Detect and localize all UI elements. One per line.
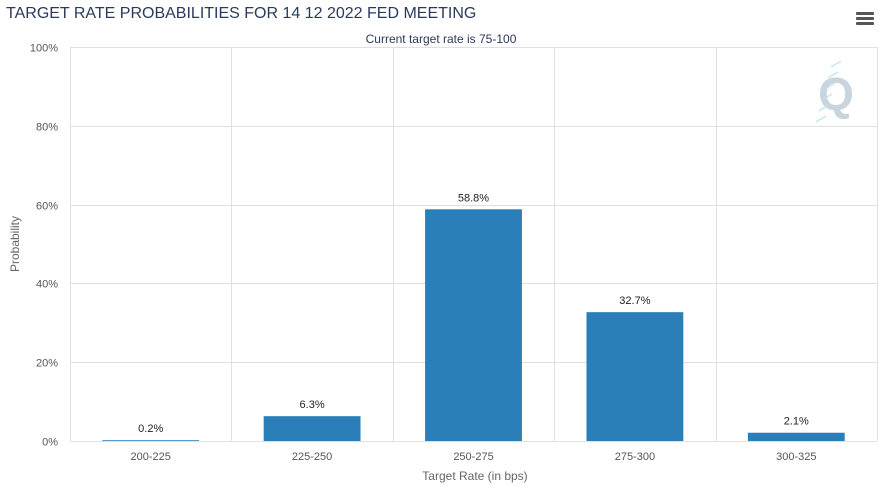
q-logo-icon: Q	[815, 60, 854, 123]
y-tick-label: 40%	[36, 279, 58, 291]
data-label: 2.1%	[784, 416, 809, 428]
y-axis-title: Probability	[8, 216, 22, 272]
bars	[102, 209, 845, 441]
q-logo-stripe	[818, 104, 830, 112]
q-logo-stripe	[824, 82, 836, 90]
x-tick-label: 200-225	[131, 451, 171, 463]
chart-title: TARGET RATE PROBABILITIES FOR 14 12 2022…	[6, 5, 477, 22]
x-axis-title: Target Rate (in bps)	[422, 469, 527, 483]
x-tick-label: 250-275	[453, 451, 493, 463]
x-tick-label: 300-325	[776, 451, 816, 463]
q-logo-stripe	[815, 115, 827, 123]
y-tick-label: 20%	[36, 358, 58, 370]
data-label: 32.7%	[619, 295, 650, 307]
hamburger-menu-icon[interactable]	[856, 12, 874, 26]
bar[interactable]	[586, 312, 684, 441]
data-label: 58.8%	[458, 192, 489, 204]
q-logo-letter: Q	[818, 68, 854, 120]
y-tick-label: 80%	[36, 122, 58, 134]
q-logo-stripe	[827, 71, 839, 79]
y-tick-label: 100%	[30, 43, 58, 55]
q-logo-stripe	[821, 93, 833, 101]
data-label: 6.3%	[300, 399, 325, 411]
data-labels: 0.2% 6.3% 58.8% 32.7% 2.1%	[138, 192, 809, 435]
data-label: 0.2%	[138, 423, 163, 435]
x-axis-tick-labels: 200-225 225-250 250-275 275-300 300-325	[131, 451, 817, 463]
bar[interactable]	[425, 209, 522, 441]
y-axis-tick-labels: 0% 20% 40% 60% 80% 100%	[30, 43, 58, 449]
chart-subtitle: Current target rate is 75-100	[366, 32, 517, 46]
q-logo-stripe	[830, 60, 842, 68]
bar[interactable]	[747, 432, 845, 441]
y-tick-label: 0%	[42, 437, 58, 449]
y-tick-label: 60%	[36, 201, 58, 213]
x-tick-label: 225-250	[292, 451, 332, 463]
bar[interactable]	[102, 440, 200, 441]
bar[interactable]	[263, 416, 361, 441]
x-tick-label: 275-300	[615, 451, 655, 463]
